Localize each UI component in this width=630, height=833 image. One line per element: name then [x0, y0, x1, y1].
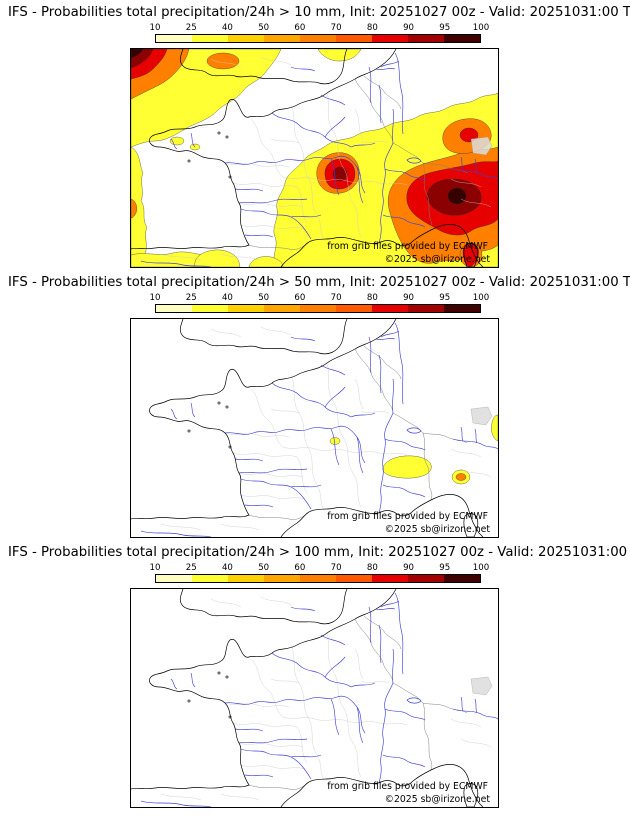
colorbar: 10 25 40 50 60 70 80 90 95 100 [150, 293, 490, 315]
data-provider-text: from grib files provided by ECMWF [327, 511, 488, 522]
colorbar-tick-label: 25 [185, 563, 197, 573]
colorbar-segment [156, 35, 192, 42]
colorbar-gradient [155, 304, 481, 313]
map-svg [131, 319, 498, 537]
colorbar-gradient [155, 34, 481, 43]
colorbar-tick-label: 60 [294, 23, 306, 33]
map-precip-50mm: from grib files provided by ECMWF ©2025 … [130, 318, 499, 538]
colorbar-segment [372, 575, 408, 582]
colorbar-segment [192, 35, 228, 42]
colorbar-tick-label: 70 [330, 293, 342, 303]
colorbar-tick-label: 80 [366, 293, 378, 303]
colorbar-tick-label: 50 [258, 23, 270, 33]
panel-precip-100mm: IFS - Probabilities total precipitation/… [0, 545, 630, 808]
colorbar-segment [444, 575, 480, 582]
map-precip-100mm: from grib files provided by ECMWF ©2025 … [130, 588, 499, 808]
colorbar-tick-label: 70 [330, 23, 342, 33]
colorbar-segment [408, 35, 444, 42]
copyright-text: ©2025 sb@irizone.net [384, 254, 490, 265]
colorbar-tick-labels: 10 25 40 50 60 70 80 90 95 100 [150, 23, 490, 34]
colorbar-segment [300, 305, 336, 312]
colorbar-tick-label: 10 [149, 563, 161, 573]
colorbar-gradient [155, 574, 481, 583]
colorbar-segment [300, 575, 336, 582]
colorbar-tick-label: 25 [185, 23, 197, 33]
colorbar-segment [156, 575, 192, 582]
colorbar-tick-label: 40 [221, 23, 233, 33]
data-provider-text: from grib files provided by ECMWF [327, 241, 488, 252]
colorbar-segment [228, 305, 264, 312]
colorbar-tick-label: 25 [185, 293, 197, 303]
colorbar-segment [264, 305, 300, 312]
copyright-text: ©2025 sb@irizone.net [384, 794, 490, 805]
colorbar-segment [336, 35, 372, 42]
colorbar-tick-label: 50 [258, 563, 270, 573]
colorbar-segment [156, 305, 192, 312]
colorbar-tick-label: 95 [439, 563, 451, 573]
colorbar-tick-label: 10 [149, 23, 161, 33]
colorbar-segment [192, 305, 228, 312]
panel-precip-50mm: IFS - Probabilities total precipitation/… [0, 275, 630, 538]
copyright-text: ©2025 sb@irizone.net [384, 524, 490, 535]
colorbar-tick-labels: 10 25 40 50 60 70 80 90 95 100 [150, 293, 490, 304]
colorbar-tick-label: 100 [472, 293, 490, 303]
colorbar-tick-label: 60 [294, 563, 306, 573]
colorbar-segment [300, 35, 336, 42]
colorbar-tick-label: 100 [472, 563, 490, 573]
data-provider-text: from grib files provided by ECMWF [327, 781, 488, 792]
colorbar-tick-label: 40 [221, 293, 233, 303]
colorbar-segment [228, 35, 264, 42]
colorbar-tick-label: 50 [258, 293, 270, 303]
colorbar-tick-label: 40 [221, 563, 233, 573]
colorbar-tick-labels: 10 25 40 50 60 70 80 90 95 100 [150, 563, 490, 574]
map-svg [131, 589, 498, 807]
colorbar-tick-label: 80 [366, 563, 378, 573]
colorbar-segment [264, 35, 300, 42]
map-svg [131, 49, 498, 267]
colorbar-tick-label: 95 [439, 23, 451, 33]
panel-title: IFS - Probabilities total precipitation/… [8, 5, 630, 20]
colorbar-tick-label: 90 [403, 293, 415, 303]
colorbar-tick-label: 90 [403, 23, 415, 33]
colorbar-segment [444, 35, 480, 42]
colorbar-tick-label: 70 [330, 563, 342, 573]
colorbar-segment [372, 35, 408, 42]
colorbar-segment [336, 575, 372, 582]
panel-title: IFS - Probabilities total precipitation/… [8, 545, 630, 560]
colorbar-tick-label: 90 [403, 563, 415, 573]
colorbar-segment [192, 575, 228, 582]
colorbar-segment [228, 575, 264, 582]
map-precip-10mm: from grib files provided by ECMWF ©2025 … [130, 48, 499, 268]
colorbar: 10 25 40 50 60 70 80 90 95 100 [150, 563, 490, 585]
colorbar-segment [408, 305, 444, 312]
colorbar-segment [336, 305, 372, 312]
panel-precip-10mm: IFS - Probabilities total precipitation/… [0, 5, 630, 268]
colorbar-tick-label: 95 [439, 293, 451, 303]
colorbar: 10 25 40 50 60 70 80 90 95 100 [150, 23, 490, 45]
colorbar-tick-label: 100 [472, 23, 490, 33]
colorbar-tick-label: 60 [294, 293, 306, 303]
colorbar-segment [372, 305, 408, 312]
panel-title: IFS - Probabilities total precipitation/… [8, 275, 630, 290]
colorbar-segment [444, 305, 480, 312]
colorbar-tick-label: 10 [149, 293, 161, 303]
colorbar-segment [264, 575, 300, 582]
colorbar-tick-label: 80 [366, 23, 378, 33]
colorbar-segment [408, 575, 444, 582]
